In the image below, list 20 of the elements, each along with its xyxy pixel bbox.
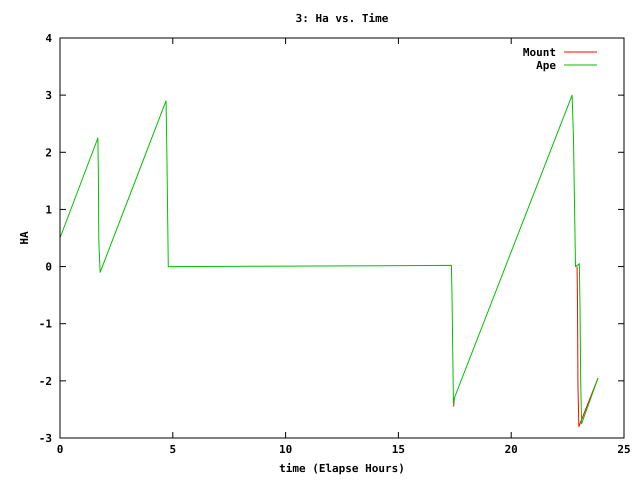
line-series bbox=[60, 94, 599, 424]
y-tick-label: 1 bbox=[45, 203, 52, 216]
x-tick-label: 0 bbox=[56, 443, 64, 456]
y-tick-label: 2 bbox=[45, 146, 52, 160]
y-tick-label: -2 bbox=[38, 374, 52, 388]
legend-label: Mount bbox=[522, 46, 556, 59]
y-tick-label: -3 bbox=[38, 432, 52, 445]
chart-title: 3: Ha vs. Time bbox=[296, 12, 389, 25]
x-axis-title: time (Elapse Hours) bbox=[279, 462, 405, 475]
legend-label: Ape bbox=[536, 59, 556, 72]
y-tick-label: 0 bbox=[45, 260, 52, 274]
y-tick-label: 4 bbox=[45, 32, 52, 45]
x-tick-label: 15 bbox=[392, 443, 406, 456]
y-axis-title: HA bbox=[18, 231, 31, 245]
x-tick-label: 10 bbox=[278, 443, 292, 456]
x-tick-label: 5 bbox=[169, 443, 176, 456]
y-tick-label: 3 bbox=[45, 89, 52, 102]
x-tick-label: 25 bbox=[617, 443, 631, 456]
x-tick-label: 20 bbox=[504, 443, 518, 456]
y-tick-label: -1 bbox=[38, 318, 52, 331]
